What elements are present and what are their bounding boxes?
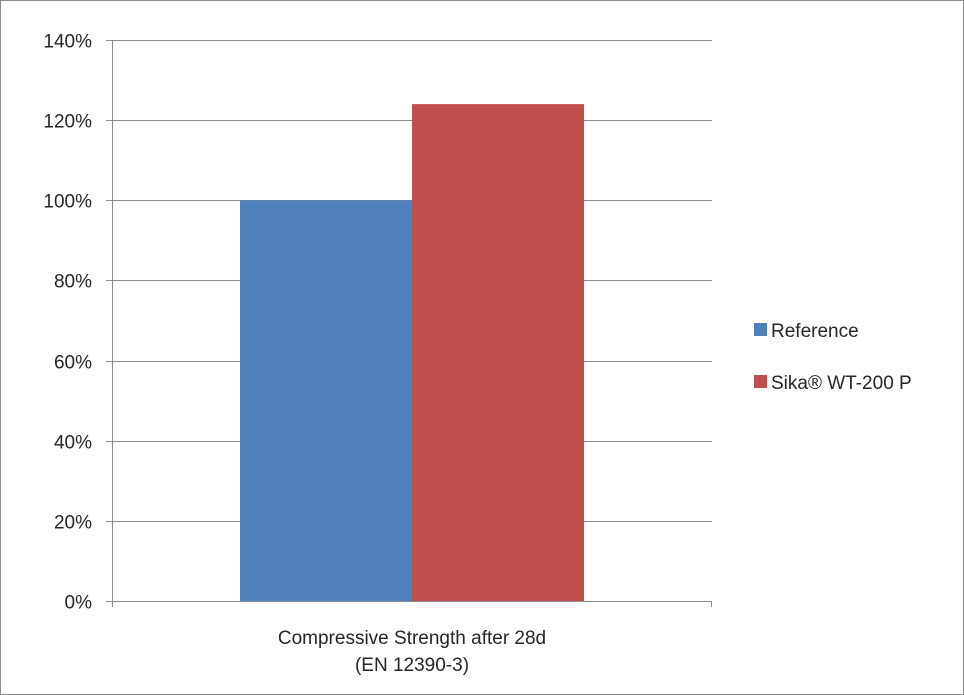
y-tick-label: 80%: [54, 272, 92, 293]
x-axis-labels: Compressive Strength after 28d (EN 12390-…: [278, 628, 546, 676]
legend-swatch: [754, 375, 767, 388]
y-tick-label: 40%: [54, 433, 92, 454]
bar-reference: [240, 200, 412, 602]
axes: [112, 40, 712, 607]
y-axis-ticks: 0% 20% 40% 60% 80% 100% 120% 140%: [43, 32, 112, 614]
bars: [240, 104, 584, 602]
x-category-label: (EN 12390-3): [355, 655, 469, 676]
legend-label: Reference: [771, 321, 859, 342]
y-tick-label: 140%: [43, 32, 92, 53]
y-tick-label: 60%: [54, 353, 92, 374]
legend-swatch: [754, 323, 767, 336]
x-category-label: Compressive Strength after 28d: [278, 628, 546, 649]
legend-label: Sika® WT-200 P: [771, 373, 912, 394]
y-tick-label: 20%: [54, 513, 92, 534]
y-tick-label: 120%: [43, 112, 92, 133]
y-tick-label: 0%: [65, 593, 93, 614]
y-tick-label: 100%: [43, 192, 92, 213]
legend: Reference Sika® WT-200 P: [754, 321, 912, 394]
bar-sika-wt-200-p: [412, 104, 584, 601]
